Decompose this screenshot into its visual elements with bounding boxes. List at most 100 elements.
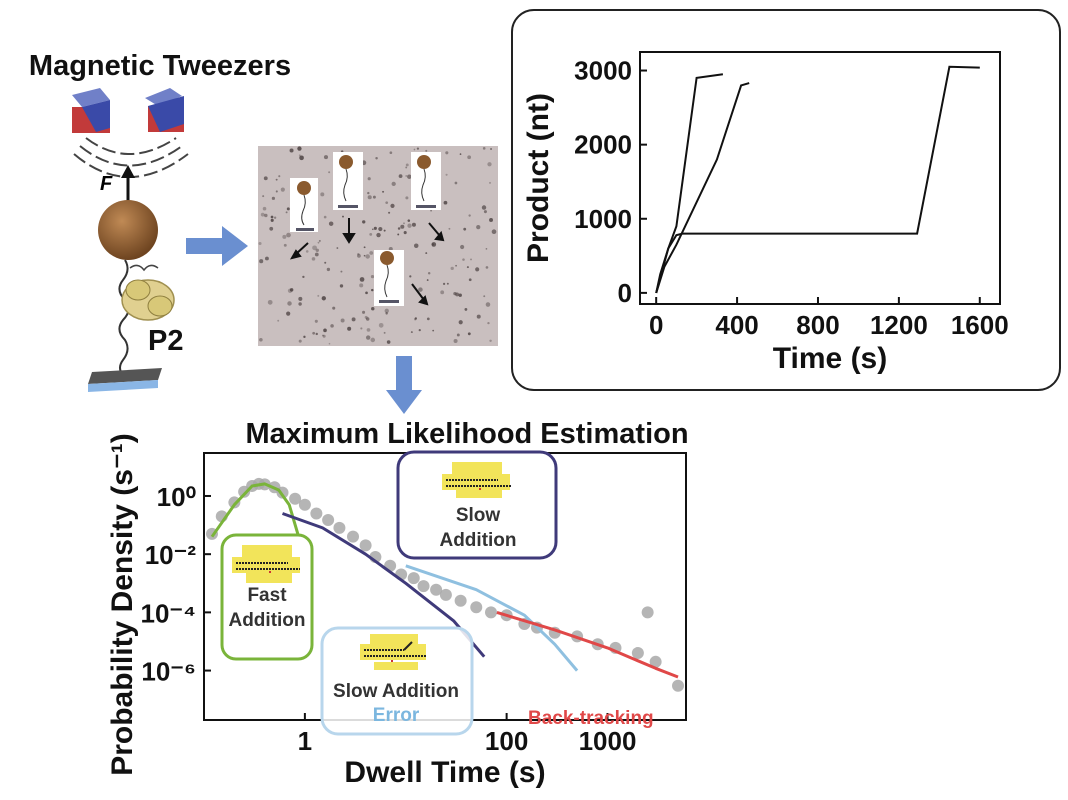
microscope-field-image <box>258 146 498 346</box>
speck <box>432 329 435 332</box>
dna-tether <box>118 259 130 376</box>
speck <box>487 162 492 167</box>
speck <box>258 241 262 246</box>
speck <box>371 288 374 292</box>
x-axis-label: Time (s) <box>773 342 887 375</box>
data-point <box>310 507 323 520</box>
speck <box>367 195 372 200</box>
speck <box>426 279 429 281</box>
speck <box>370 274 375 279</box>
speck <box>323 328 327 333</box>
slow-addition-label-1: Slow <box>456 505 501 526</box>
speck <box>314 319 318 323</box>
speck <box>425 149 428 152</box>
speck <box>340 318 345 323</box>
speck <box>418 287 423 292</box>
speck <box>265 256 269 261</box>
speck <box>298 302 302 306</box>
speck <box>403 231 407 235</box>
speck <box>405 175 408 177</box>
speck <box>312 331 316 335</box>
speck <box>454 181 458 185</box>
speck <box>443 200 448 205</box>
speck <box>483 210 487 214</box>
speck <box>277 319 280 322</box>
speck <box>271 196 275 200</box>
speck <box>470 258 472 261</box>
speck <box>259 337 263 342</box>
speck <box>448 227 451 230</box>
speck <box>489 218 493 222</box>
data-point <box>439 588 452 601</box>
speck <box>360 327 363 330</box>
speck <box>476 314 481 319</box>
data-point <box>347 530 360 543</box>
speck <box>263 176 268 181</box>
fast-addition-label-2: Addition <box>228 610 305 631</box>
speck <box>464 307 468 311</box>
speck <box>455 264 457 267</box>
x-tick-label: 1600 <box>951 310 1009 340</box>
speck <box>269 226 274 231</box>
speck <box>366 328 371 332</box>
speck <box>414 317 418 320</box>
trace-3 <box>655 65 980 294</box>
speck <box>270 218 274 222</box>
speck <box>275 178 278 181</box>
speck <box>491 229 497 235</box>
speck <box>317 241 320 244</box>
tether-inset-3 <box>411 152 441 210</box>
y-tick-label: 3000 <box>574 56 632 86</box>
speck <box>267 299 273 305</box>
speck <box>430 209 432 212</box>
y-tick-label: 10⁻² <box>145 540 197 570</box>
speck <box>462 258 465 261</box>
slow-addition-label-2: Addition <box>439 530 516 551</box>
data-point <box>289 492 302 505</box>
speck <box>286 311 291 316</box>
speck <box>416 147 420 150</box>
speck <box>312 245 317 251</box>
speck <box>445 151 449 155</box>
backtracking-label: Back-tracking <box>528 708 654 729</box>
speck <box>262 206 267 211</box>
speck <box>385 312 388 315</box>
speck <box>305 250 309 253</box>
speck <box>365 317 370 321</box>
speck <box>411 222 416 227</box>
y-tick-label: 0 <box>618 278 632 308</box>
speck <box>287 301 292 306</box>
speck <box>259 259 264 264</box>
speck <box>297 146 302 151</box>
y-tick-label: 2000 <box>574 130 632 160</box>
speck <box>459 153 462 155</box>
speck <box>481 205 487 210</box>
slow-addition-dna-icon <box>442 462 512 498</box>
speck <box>466 266 469 269</box>
speck <box>369 232 373 236</box>
speck <box>410 331 413 334</box>
speck <box>323 215 327 219</box>
speck <box>326 267 331 272</box>
speck <box>413 148 416 151</box>
speck <box>340 270 343 273</box>
speck <box>275 190 278 193</box>
speck <box>456 333 460 337</box>
speck <box>487 321 490 325</box>
force-label: F <box>100 173 113 195</box>
y-axis-label: Product (nt) <box>522 93 555 263</box>
trace-panel <box>511 9 1061 391</box>
speck <box>280 187 285 192</box>
tether-inset-2 <box>333 152 363 210</box>
x-tick-label: 1 <box>298 726 312 756</box>
speck <box>362 310 366 314</box>
surface-slide-icon <box>88 368 162 392</box>
protein-label: P2 <box>148 325 183 357</box>
error-label-2: Error <box>373 705 420 726</box>
speck <box>384 308 389 313</box>
speck <box>315 248 319 253</box>
speck <box>330 324 334 328</box>
x-tick-label: 100 <box>485 726 528 756</box>
speck <box>403 222 405 225</box>
speck <box>317 294 320 297</box>
